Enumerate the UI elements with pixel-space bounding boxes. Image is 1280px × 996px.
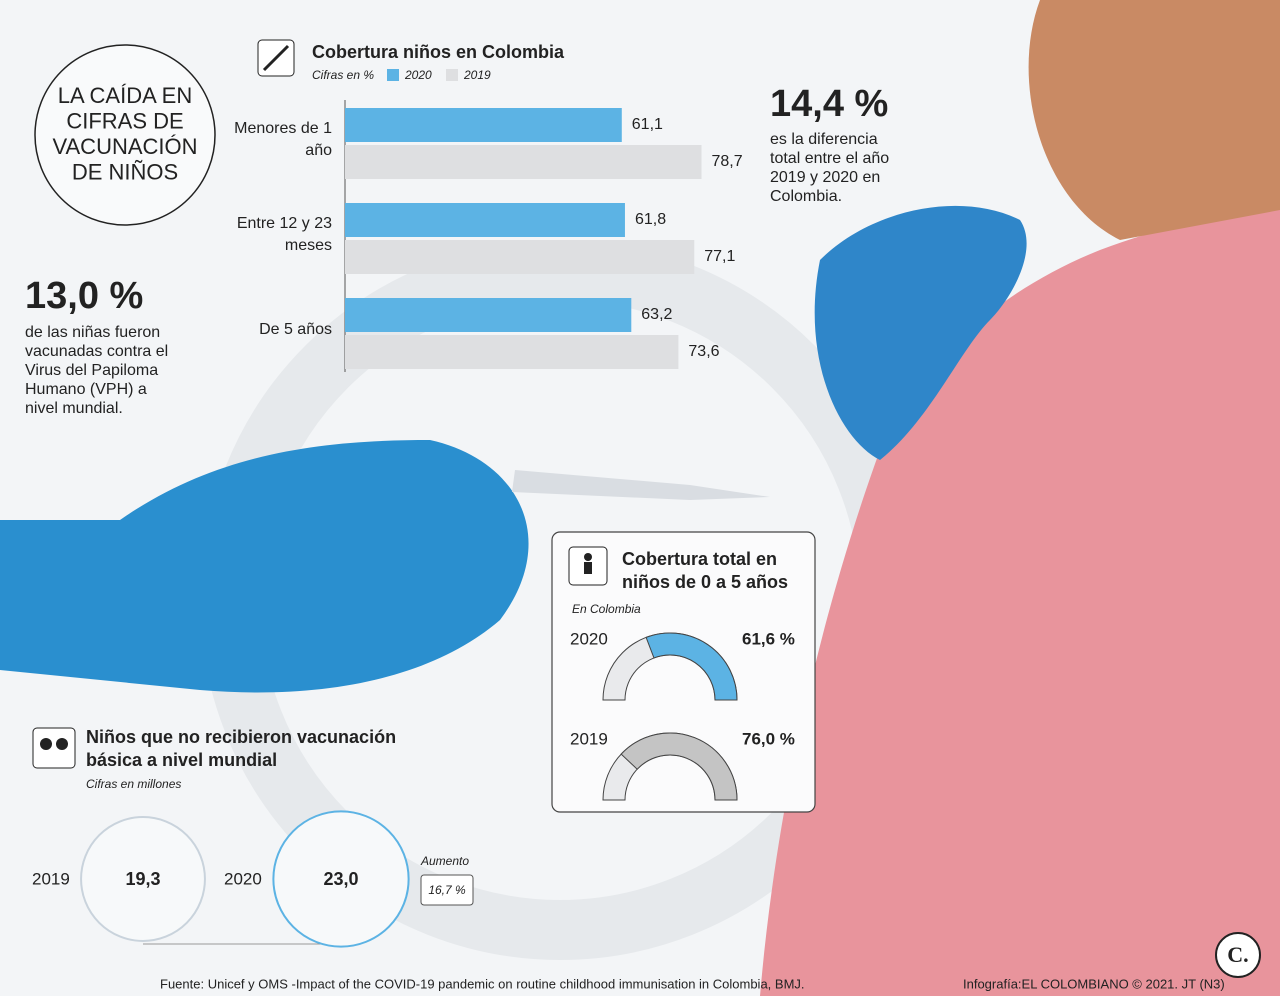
value-label: 63,2	[641, 306, 672, 323]
stat-text: Colombia.	[770, 188, 842, 205]
stat-text: Virus del Papiloma	[25, 362, 158, 379]
stat-text: Humano (VPH) a	[25, 381, 147, 398]
category-label-box: Menores de 1 año	[234, 120, 332, 159]
gauge-arc	[620, 732, 738, 801]
chart-subtitle: Cifras en millones	[86, 777, 181, 791]
chart-subtitle: Cifras en %	[312, 68, 374, 82]
bar	[345, 203, 625, 237]
value-label: 77,1	[704, 248, 735, 265]
icon-person-head	[584, 553, 592, 561]
icon-children	[32, 727, 76, 769]
shoulder	[760, 200, 1280, 996]
stat-text: vacunadas contra el	[25, 343, 168, 360]
legend-label: 2020	[404, 68, 432, 82]
stat-text: de las niñas fueron	[25, 324, 160, 341]
value-label: 61,1	[632, 116, 663, 133]
value-label: 61,6 %	[742, 629, 795, 648]
value-label: 78,7	[712, 153, 743, 170]
category-label: 2020	[224, 869, 262, 888]
legend-label: 2019	[463, 68, 491, 82]
source: Fuente: Unicef y OMS -Impact of the COVI…	[160, 976, 805, 991]
category-label-box: Entre 12 y 23 meses	[236, 215, 332, 254]
bubble	[80, 816, 206, 942]
value-label: 73,6	[688, 343, 719, 360]
category-label: 2020	[570, 629, 608, 648]
gauge-panel	[551, 531, 816, 813]
category-label: Entre 12 y 23 meses	[236, 215, 332, 254]
glove-right	[814, 205, 1027, 460]
glove-left	[0, 440, 529, 693]
bar	[345, 108, 622, 142]
title-circle	[34, 44, 216, 226]
title-line: DE NIÑOS	[72, 159, 178, 184]
value-label: 23,0	[323, 869, 358, 889]
value-label: 61,8	[635, 211, 666, 228]
credit: Infografía:EL COLOMBIANO © 2021. JT (N3)	[963, 976, 1225, 991]
syringe	[512, 470, 770, 500]
annotation-box	[420, 874, 474, 906]
chart-title-box: Niños que no recibieron vacunación básic…	[86, 727, 397, 770]
icon-child	[40, 738, 52, 750]
stat-text: total entre el año	[770, 150, 889, 167]
category-label: 2019	[32, 869, 70, 888]
logo-circle	[1215, 932, 1261, 978]
head	[1028, 0, 1280, 240]
stat-text: 2019 y 2020 en	[770, 169, 880, 186]
stat-text: nivel mundial.	[25, 400, 123, 417]
legend-swatch	[446, 69, 458, 81]
annotation-label: Aumento	[420, 854, 469, 868]
title-line: LA CAÍDA EN	[58, 83, 193, 108]
bubble	[272, 810, 410, 948]
chart-title: Cobertura niños en Colombia	[312, 42, 565, 62]
stat-text: es la diferencia	[770, 131, 878, 148]
chart-title-box: Cobertura total en niños de 0 a 5 años	[622, 549, 789, 592]
bar	[345, 145, 702, 179]
logo: C.	[1227, 942, 1248, 967]
gauge-arc	[645, 632, 738, 701]
stat-value: 14,4 %	[770, 83, 888, 125]
bar	[345, 240, 695, 274]
icon-syringe-glyph	[262, 44, 290, 72]
icon-child	[56, 738, 68, 750]
title-line: CIFRAS DE	[66, 108, 183, 133]
chart-title: Cobertura total en niños de 0 a 5 años	[622, 549, 789, 592]
legend-swatch	[387, 69, 399, 81]
category-label: Menores de 1 año	[234, 120, 332, 159]
value-label: 19,3	[125, 869, 160, 889]
annotation-value: 16,7 %	[428, 883, 466, 897]
category-label: De 5 años	[259, 321, 332, 338]
category-label-box: De 5 años	[259, 321, 332, 338]
category-label: 2019	[570, 729, 608, 748]
title-line: VACUNACIÓN	[52, 134, 197, 159]
chart-title: Niños que no recibieron vacunación básic…	[86, 727, 397, 770]
bar	[345, 298, 632, 332]
value-label: 76,0 %	[742, 729, 795, 748]
stat-value: 13,0 %	[25, 275, 143, 317]
icon-person-body	[584, 562, 592, 574]
bar	[345, 335, 679, 369]
chart-subtitle: En Colombia	[572, 602, 641, 616]
